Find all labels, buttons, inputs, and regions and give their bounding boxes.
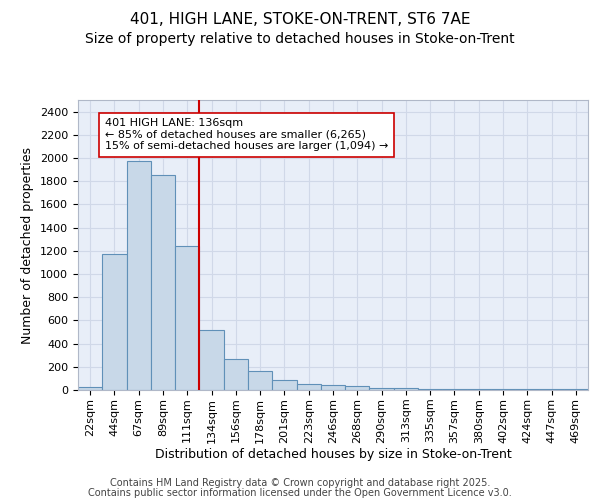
Bar <box>370 388 394 390</box>
Bar <box>151 176 175 390</box>
Bar <box>321 385 345 390</box>
Bar <box>224 358 248 390</box>
Bar <box>345 386 370 390</box>
Bar <box>394 388 418 390</box>
Bar <box>175 246 199 390</box>
Bar <box>78 386 102 390</box>
Bar <box>296 384 321 390</box>
X-axis label: Distribution of detached houses by size in Stoke-on-Trent: Distribution of detached houses by size … <box>155 448 511 462</box>
Bar <box>199 330 224 390</box>
Text: Contains public sector information licensed under the Open Government Licence v3: Contains public sector information licen… <box>88 488 512 498</box>
Bar <box>102 254 127 390</box>
Bar <box>272 380 296 390</box>
Text: 401 HIGH LANE: 136sqm
← 85% of detached houses are smaller (6,265)
15% of semi-d: 401 HIGH LANE: 136sqm ← 85% of detached … <box>105 118 388 152</box>
Text: Size of property relative to detached houses in Stoke-on-Trent: Size of property relative to detached ho… <box>85 32 515 46</box>
Bar <box>248 372 272 390</box>
Text: Contains HM Land Registry data © Crown copyright and database right 2025.: Contains HM Land Registry data © Crown c… <box>110 478 490 488</box>
Y-axis label: Number of detached properties: Number of detached properties <box>22 146 34 344</box>
Bar <box>127 162 151 390</box>
Text: 401, HIGH LANE, STOKE-ON-TRENT, ST6 7AE: 401, HIGH LANE, STOKE-ON-TRENT, ST6 7AE <box>130 12 470 28</box>
